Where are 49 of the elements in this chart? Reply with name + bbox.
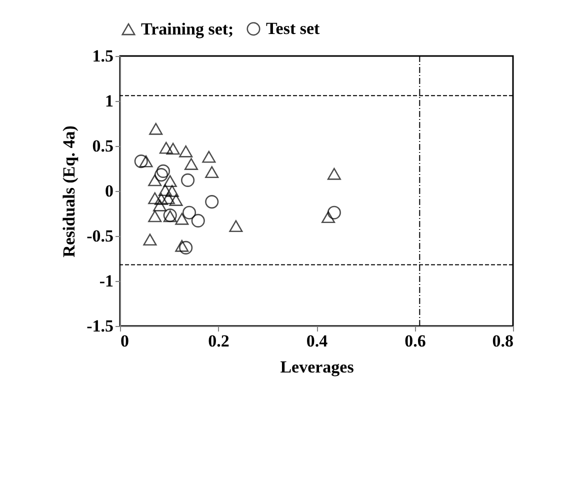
point [202,150,216,163]
point [139,155,153,168]
point [205,195,219,209]
y-tick-label: -1.5 [86,316,114,336]
point [169,194,183,206]
point [134,154,148,168]
y-axis-title: Residuals (Eq. 4a) [60,126,79,258]
point [159,142,173,154]
point [153,199,167,212]
point [229,220,243,232]
point [149,122,163,135]
point [154,193,168,206]
point [163,175,177,188]
point [161,192,175,204]
y-tick-label: 1.5 [92,46,114,66]
point [184,158,198,170]
point [175,212,189,225]
y-tick-label: -0.5 [86,226,114,246]
legend-label: Test set [266,18,320,38]
x-tick-label: 0.2 [208,332,230,350]
point [148,210,162,222]
x-axis-title: Leverages [280,358,354,376]
y-tick-label: 0 [105,182,114,200]
point [181,173,195,187]
point [322,211,336,224]
point [179,145,193,158]
point [165,185,179,197]
point [191,214,205,228]
point [158,184,172,196]
point [327,168,341,180]
x-tick-label: 0.4 [306,332,328,350]
y-tick-label: 1 [105,92,114,110]
y-tick-label: 0.5 [92,136,114,156]
point [179,240,193,254]
point [148,192,162,204]
x-tick-label: 0 [120,332,129,350]
point [166,142,180,155]
x-tick-label: 0.8 [492,332,514,350]
legend-label: Training set; [141,19,234,38]
point [175,240,189,252]
point [143,234,157,246]
point [154,168,168,182]
x-tick-label: 0.6 [404,332,426,350]
point [148,174,162,186]
point [327,206,341,220]
point [205,166,219,178]
point [156,164,170,178]
y-tick-label: -1 [99,272,114,290]
point [182,206,196,220]
